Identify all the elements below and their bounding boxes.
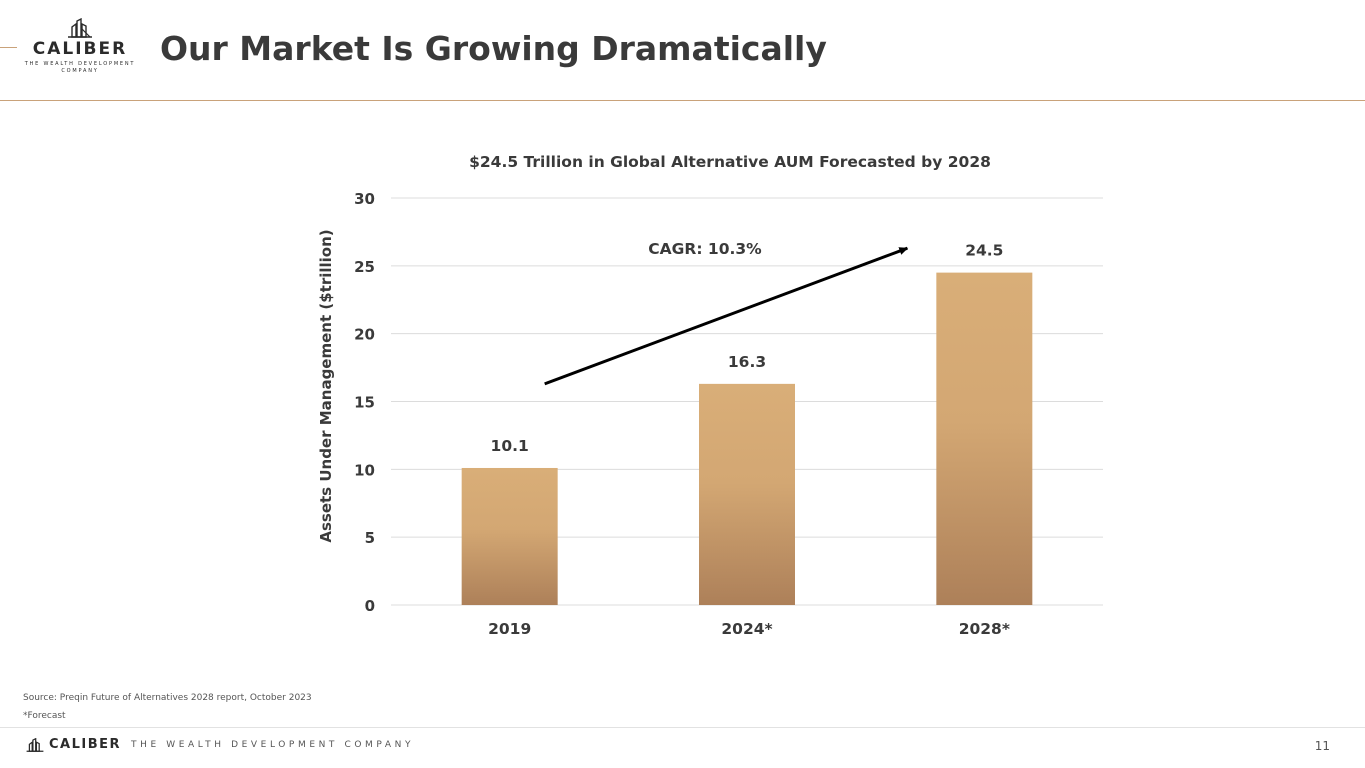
footer-brand: CALIBER THE WEALTH DEVELOPMENT COMPANY xyxy=(25,737,414,752)
y-tick-label: 30 xyxy=(354,190,375,208)
x-tick-label: 2019 xyxy=(488,620,531,638)
logo-name: CALIBER xyxy=(32,39,128,59)
y-tick-label: 0 xyxy=(365,597,375,615)
x-tick-label: 2024* xyxy=(721,620,772,638)
page-number: 11 xyxy=(1314,739,1330,753)
building-logo-icon xyxy=(26,737,44,752)
bar-2028 xyxy=(936,272,1033,605)
y-tick-label: 5 xyxy=(365,529,375,547)
bar-2024 xyxy=(699,383,795,605)
data-label: 24.5 xyxy=(965,242,1003,260)
cagr-annotation: CAGR: 10.3% xyxy=(648,240,762,258)
data-label: 10.1 xyxy=(491,437,529,455)
footer-brand-name: CALIBER xyxy=(49,737,122,752)
logo-tagline: THE WEALTH DEVELOPMENT xyxy=(24,61,136,67)
footer-divider xyxy=(0,727,1365,728)
footer-tagline: THE WEALTH DEVELOPMENT COMPANY xyxy=(131,739,415,750)
caliber-logo: CALIBER THE WEALTH DEVELOPMENT COMPANY xyxy=(22,18,138,75)
building-logo-icon xyxy=(68,18,92,38)
y-tick-label: 25 xyxy=(354,258,375,276)
y-tick-label: 10 xyxy=(354,461,375,479)
data-label: 16.3 xyxy=(728,353,766,371)
page-title: Our Market Is Growing Dramatically xyxy=(160,29,827,68)
x-tick-label: 2028* xyxy=(959,620,1010,638)
forecast-note: *Forecast xyxy=(23,711,66,721)
y-axis-label: Assets Under Management ($trillion) xyxy=(317,229,335,542)
logo-tagline-line-2: COMPANY xyxy=(61,68,99,74)
cagr-arrow xyxy=(544,246,909,386)
source-note: Source: Preqin Future of Alternatives 20… xyxy=(23,693,312,703)
y-tick-label: 15 xyxy=(354,394,375,412)
y-tick-label: 20 xyxy=(354,326,375,344)
bar-2019 xyxy=(461,467,558,605)
chart-title: $24.5 Trillion in Global Alternative AUM… xyxy=(469,153,991,171)
header-divider xyxy=(0,100,1365,101)
header-accent-line xyxy=(0,47,17,48)
